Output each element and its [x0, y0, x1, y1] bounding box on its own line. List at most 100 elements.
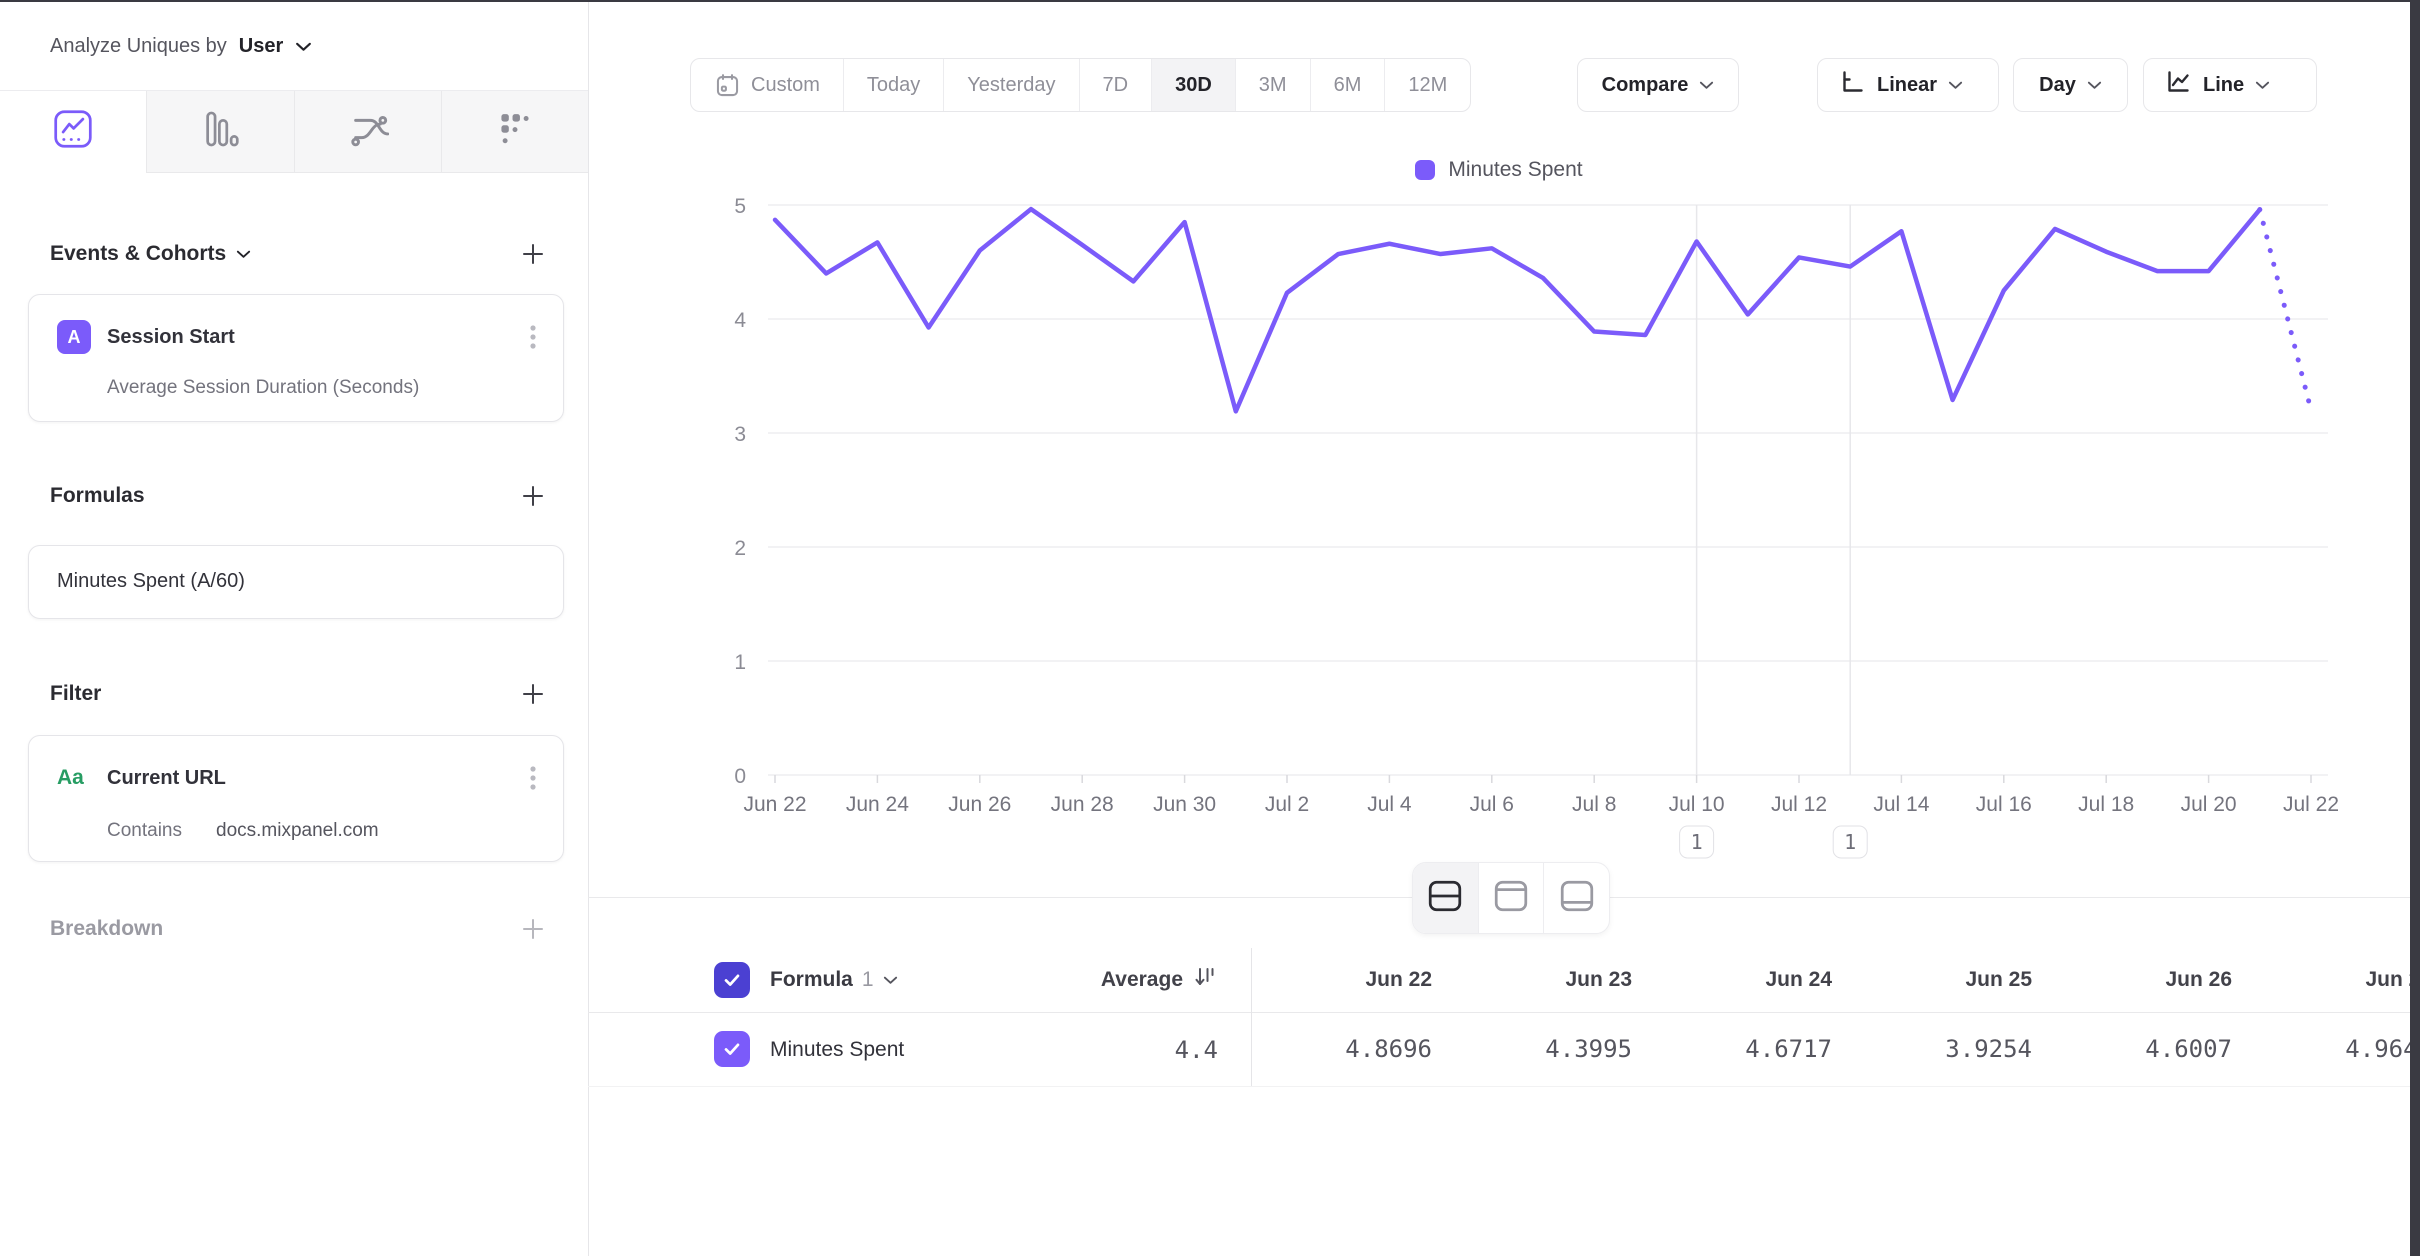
formula-card[interactable]: Minutes Spent (A/60)	[28, 545, 564, 619]
y-axis-tick-label: 5	[734, 195, 746, 218]
line-chart-canvas[interactable]: 0 1 2 3 4 5 Jun 22 Jun 24 Jun 26 Jun 28 Jun 30 Jul …	[588, 130, 2420, 890]
formula-expression[interactable]: Minutes Spent (A/60)	[57, 570, 245, 592]
date-range-7d[interactable]: 7D	[1078, 59, 1152, 111]
sort-icon	[1192, 964, 1218, 996]
average-column-header[interactable]: Average	[988, 948, 1218, 1012]
breakdown-section-title: Breakdown	[50, 917, 164, 940]
filter-property-name[interactable]: Current URL	[107, 766, 226, 789]
event-card[interactable]: A Session Start Average Session Duration…	[28, 294, 564, 422]
filter-operator[interactable]: Contains	[107, 820, 182, 841]
right-edge-panel	[2410, 0, 2420, 1256]
table-column-separator	[1251, 948, 1252, 1086]
kebab-menu-icon[interactable]	[529, 319, 541, 355]
value-cell: 4.6007	[2145, 1035, 2232, 1063]
line-chart-icon	[2164, 68, 2192, 102]
series-line[interactable]	[772, 206, 2263, 414]
kebab-menu-icon[interactable]	[529, 760, 541, 796]
x-axis-tick-label: Jun 28	[1051, 793, 1114, 816]
event-name[interactable]: Session Start	[107, 325, 235, 348]
layout-split-view-button[interactable]	[1413, 863, 1478, 933]
date-range-custom[interactable]: Custom	[691, 59, 843, 111]
table-header-row: Formula 1 Average Jun 22 Jun 23 Jun 24 Jun …	[588, 948, 2420, 1013]
x-axis-tick-label: Jul 20	[2181, 793, 2237, 816]
tab-bar-chart[interactable]	[146, 91, 294, 173]
scale-dropdown[interactable]: Linear	[1817, 58, 1999, 112]
annotation-badge[interactable]	[1832, 825, 1868, 859]
table-data-row: Minutes Spent 4.4 4.8696 4.3995 4.6717 3.92…	[588, 1013, 2420, 1087]
date-column-header: Jun 27	[2365, 968, 2420, 991]
x-axis-tick-label: Jun 30	[1153, 793, 1216, 816]
date-range-12m[interactable]: 12M	[1384, 59, 1470, 111]
add-filter-button[interactable]	[518, 679, 548, 709]
tab-flows[interactable]	[293, 91, 441, 173]
query-builder-sidebar: Analyze Uniques by User	[0, 2, 589, 1256]
x-axis-tick-label: Jun 26	[948, 793, 1011, 816]
value-cell: 4.8696	[1345, 1035, 1432, 1063]
date-range-label: Custom	[751, 73, 820, 96]
date-range-label: 6M	[1333, 73, 1362, 96]
y-axis-tick-label: 3	[734, 423, 746, 446]
add-formula-button[interactable]	[518, 481, 548, 511]
x-axis-tick-label: Jul 18	[2078, 793, 2134, 816]
formulas-section-title: Formulas	[50, 484, 145, 507]
window-top-border	[0, 0, 2420, 2]
add-event-button[interactable]	[518, 239, 548, 269]
compare-button[interactable]: Compare	[1577, 58, 1739, 112]
date-range-30d[interactable]: 30D	[1151, 59, 1235, 111]
y-axis-tick-label: 1	[734, 651, 746, 674]
filter-card[interactable]: Aa Current URL Contains docs.mixpanel.co…	[28, 735, 564, 862]
date-range-yesterday[interactable]: Yesterday	[943, 59, 1078, 111]
scale-label: Linear	[1877, 73, 1938, 96]
event-measurement[interactable]: Average Session Duration (Seconds)	[107, 377, 420, 398]
date-column-header: Jun 22	[1365, 968, 1432, 991]
chart-legend[interactable]: Minutes Spent	[588, 158, 2410, 182]
series-color-swatch	[1415, 160, 1436, 180]
chart-type-tabbar	[0, 91, 588, 173]
series-row-label: Minutes Spent	[770, 1037, 905, 1061]
breakdown-section-header: Breakdown	[0, 905, 588, 953]
tab-insights-line-chart[interactable]	[0, 91, 147, 173]
x-axis-tick-label: Jun 22	[743, 793, 806, 816]
date-range-label: 12M	[1408, 73, 1448, 96]
average-label: Average	[1100, 968, 1183, 991]
formulas-section-header: Formulas	[0, 472, 588, 520]
analyze-value-dropdown[interactable]: User	[238, 34, 284, 57]
x-axis-tick-label: Jul 12	[1771, 793, 1827, 816]
series-checkbox[interactable]	[714, 1031, 750, 1067]
date-column-header: Jun 23	[1565, 968, 1632, 991]
add-breakdown-button[interactable]	[518, 914, 548, 944]
x-axis-tick-label: Jul 22	[2283, 793, 2339, 816]
date-column-header: Jun 24	[1765, 968, 1832, 991]
select-all-checkbox[interactable]	[714, 962, 750, 998]
date-range-3m[interactable]: 3M	[1234, 59, 1310, 111]
x-axis-tick-label: Jul 8	[1572, 793, 1616, 816]
annotation-badge[interactable]	[1679, 825, 1715, 859]
date-range-today[interactable]: Today	[842, 59, 943, 111]
series-line-incomplete-dotted[interactable]	[2257, 207, 2314, 413]
granularity-dropdown[interactable]: Day	[2013, 58, 2128, 112]
flows-icon	[347, 108, 389, 155]
filter-value[interactable]: docs.mixpanel.com	[216, 820, 379, 841]
x-axis-tick-label: Jul 2	[1265, 793, 1309, 816]
date-range-label: Yesterday	[967, 73, 1056, 96]
chart-style-dropdown[interactable]: Line	[2143, 58, 2317, 112]
chevron-down-icon[interactable]	[236, 249, 251, 259]
formula-group-number: 1	[861, 968, 874, 991]
date-column-header: Jun 26	[2165, 968, 2232, 991]
chevron-down-icon	[2087, 80, 2102, 90]
filter-section-header: Filter	[0, 670, 588, 718]
tab-retention-grid[interactable]	[440, 91, 588, 173]
events-section-header: Events & Cohorts	[0, 230, 588, 278]
formula-group-header[interactable]: Formula 1	[770, 948, 898, 1012]
date-range-label: 3M	[1258, 73, 1287, 96]
layout-chart-only-button[interactable]	[1477, 863, 1544, 933]
chevron-down-icon	[1699, 80, 1714, 90]
date-range-control: Custom Today Yesterday 7D 30D 3M 6M 12M	[690, 58, 1472, 112]
layout-table-only-button[interactable]	[1543, 863, 1609, 933]
date-range-6m[interactable]: 6M	[1309, 59, 1385, 111]
y-axis-tick-label: 2	[734, 537, 746, 560]
top-panel-icon	[1492, 879, 1530, 918]
x-axis-tick-label: Jul 4	[1367, 793, 1412, 816]
compare-label: Compare	[1601, 73, 1689, 96]
x-axis-tick-label: Jul 16	[1976, 793, 2032, 816]
